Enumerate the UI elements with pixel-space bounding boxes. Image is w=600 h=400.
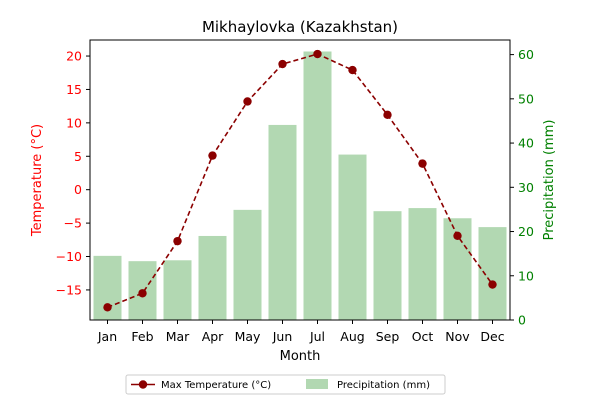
precipitation-bar-may: [233, 209, 262, 320]
x-tick-label-aug: Aug: [340, 329, 364, 344]
temperature-point-dec: [488, 280, 497, 289]
legend-swatch-precipitation: [306, 379, 328, 389]
legend-label-temperature: Max Temperature (°C): [161, 380, 271, 391]
y-tick-label-temperature: 5: [74, 149, 82, 164]
y-axis-title-temperature: Temperature (°C): [30, 124, 45, 237]
x-tick-label-sep: Sep: [376, 329, 400, 344]
precipitation-bar-aug: [338, 154, 367, 320]
precipitation-bar-sep: [373, 211, 402, 320]
y-tick-label-precipitation: 40: [518, 136, 534, 151]
x-tick-label-nov: Nov: [445, 329, 470, 344]
y-tick-label-temperature: 0: [74, 182, 82, 197]
x-tick-label-may: May: [235, 329, 261, 344]
precipitation-bar-jun: [268, 124, 297, 321]
temperature-point-may: [243, 97, 252, 106]
y-tick-label-temperature: −5: [64, 216, 82, 231]
x-tick-label-jun: Jun: [272, 329, 293, 344]
temperature-point-sep: [383, 110, 392, 120]
plot-frame: [89, 39, 511, 321]
y-tick-label-precipitation: 0: [518, 313, 526, 328]
y-tick-label-precipitation: 50: [518, 91, 534, 106]
chart-title: Mikhaylovka (Kazakhstan): [202, 18, 398, 36]
precipitation-bar-apr: [198, 235, 227, 320]
y-tick-label-temperature: −10: [56, 249, 82, 264]
temperature-point-oct: [418, 159, 427, 168]
y-tick-label-precipitation: 30: [518, 180, 534, 195]
temperature-line-series: [103, 49, 497, 312]
precipitation-bar-oct: [408, 208, 437, 320]
legend-label-precipitation: Precipitation (mm): [337, 380, 430, 391]
temperature-point-jun: [278, 59, 287, 69]
axes: Jan Feb Mar Apr May Jun Jul Aug Sep Oct Nov Dec −15 −…: [56, 39, 534, 344]
y-tick-label-precipitation: 10: [518, 268, 534, 283]
x-tick-label-mar: Mar: [166, 329, 190, 344]
temperature-point-aug: [348, 65, 357, 75]
x-tick-label-apr: Apr: [202, 329, 224, 344]
temperature-point-mar: [173, 236, 182, 246]
x-tick-label-oct: Oct: [412, 329, 434, 344]
y-axis-title-precipitation: Precipitation (mm): [542, 120, 557, 241]
temperature-point-jul: [313, 49, 322, 59]
y-tick-label-precipitation: 60: [518, 47, 534, 62]
temperature-point-apr: [208, 151, 217, 160]
y-tick-label-temperature: −15: [56, 282, 82, 297]
precipitation-bars: [93, 51, 507, 321]
temperature-point-jan: [103, 303, 112, 312]
x-tick-label-dec: Dec: [480, 329, 504, 344]
y-tick-label-temperature: 20: [66, 49, 82, 64]
temperature-line: [107, 53, 494, 309]
legend-marker-temperature: [138, 380, 148, 389]
x-tick-label-jul: Jul: [309, 329, 325, 344]
legend-frame: [125, 374, 446, 395]
x-tick-label-feb: Feb: [131, 329, 153, 344]
legend: Max Temperature (°C) Precipitation (mm): [125, 374, 446, 395]
precipitation-bar-mar: [163, 260, 192, 320]
x-tick-label-jan: Jan: [97, 329, 117, 344]
temperature-point-feb: [138, 289, 147, 298]
precipitation-bar-dec: [478, 227, 507, 320]
y-tick-label-temperature: 10: [66, 115, 82, 130]
y-tick-label-precipitation: 20: [518, 224, 534, 239]
x-axis-title: Month: [280, 349, 321, 364]
y-tick-label-temperature: 15: [66, 82, 82, 97]
precipitation-bar-jul: [303, 51, 332, 320]
temperature-point-nov: [453, 231, 462, 240]
